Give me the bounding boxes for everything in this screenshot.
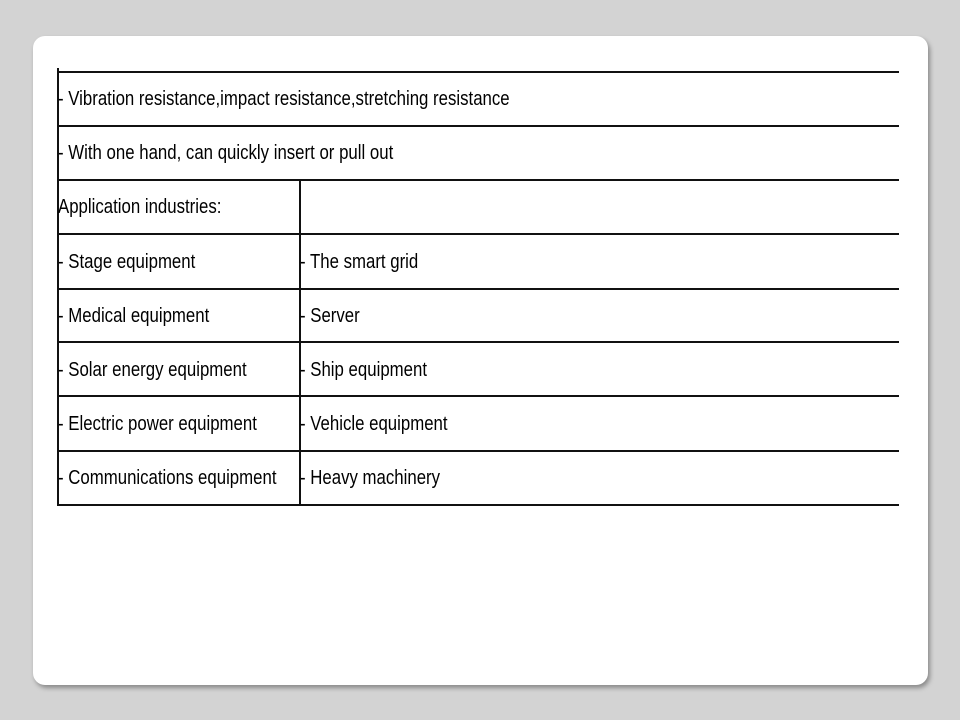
industry-item: - Heavy machinery bbox=[300, 466, 441, 489]
table-cell: - Communications equipment bbox=[58, 452, 318, 504]
row-divider bbox=[57, 233, 899, 235]
row-divider bbox=[57, 71, 899, 73]
row-divider bbox=[57, 179, 899, 181]
industries-heading: Application industries: bbox=[58, 195, 222, 218]
table-row: - With one hand, can quickly insert or p… bbox=[58, 127, 457, 179]
industry-item: - Electric power equipment bbox=[58, 412, 257, 435]
feature-text: - With one hand, can quickly insert or p… bbox=[58, 141, 394, 164]
table-cell: - Vehicle equipment bbox=[300, 398, 476, 450]
table-cell: - Ship equipment bbox=[300, 344, 451, 396]
table-cell: - Solar energy equipment bbox=[58, 344, 283, 396]
table-cell: - Medical equipment bbox=[58, 290, 238, 342]
industry-item: - The smart grid bbox=[300, 250, 419, 273]
table-left-border bbox=[57, 68, 59, 506]
table-cell: Application industries: bbox=[58, 181, 253, 233]
slide-card bbox=[33, 36, 928, 685]
industry-item: - Solar energy equipment bbox=[58, 358, 247, 381]
table-cell: - The smart grid bbox=[300, 236, 441, 288]
industry-item: - Ship equipment bbox=[300, 358, 428, 381]
table-cell: - Electric power equipment bbox=[58, 398, 295, 450]
table-cell: - Heavy machinery bbox=[300, 452, 467, 504]
industry-item: - Server bbox=[300, 304, 360, 327]
industry-item: - Stage equipment bbox=[58, 250, 196, 273]
row-divider bbox=[57, 450, 899, 452]
industry-item: - Vehicle equipment bbox=[300, 412, 448, 435]
industry-item: - Medical equipment bbox=[58, 304, 210, 327]
feature-text: - Vibration resistance,impact resistance… bbox=[58, 87, 510, 110]
table-cell: - Stage equipment bbox=[58, 236, 221, 288]
row-divider bbox=[57, 341, 899, 343]
row-divider bbox=[57, 395, 899, 397]
row-divider bbox=[57, 125, 899, 127]
table-row: - Vibration resistance,impact resistance… bbox=[58, 73, 596, 125]
row-divider bbox=[57, 504, 899, 506]
row-divider bbox=[57, 288, 899, 290]
industry-item: - Communications equipment bbox=[58, 466, 277, 489]
table-cell: - Server bbox=[300, 290, 371, 342]
column-divider bbox=[299, 180, 301, 506]
